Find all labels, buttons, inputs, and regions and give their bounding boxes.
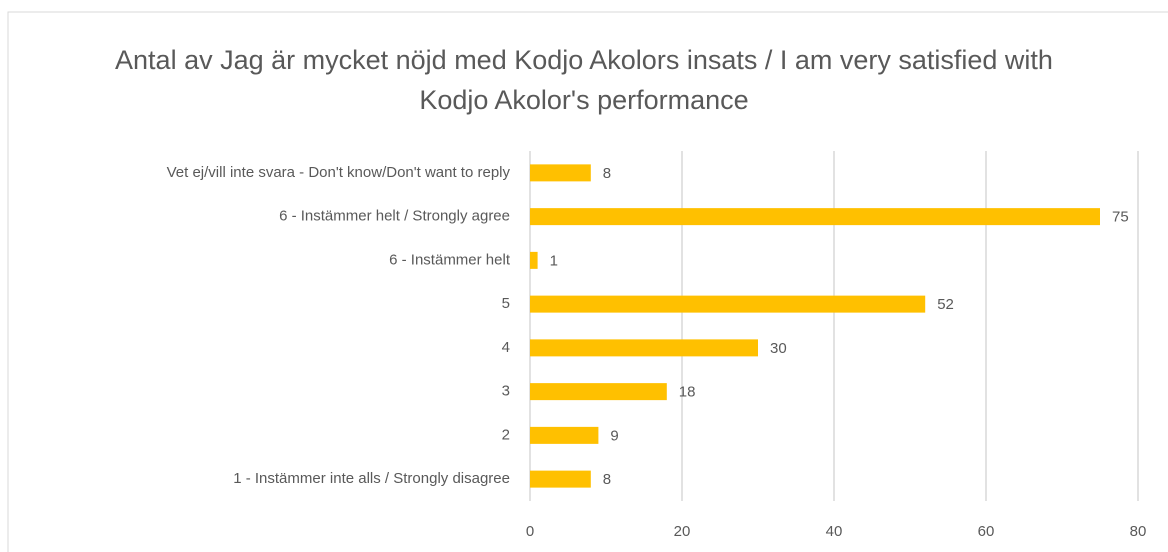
bar [530,164,591,182]
x-tick-label: 20 [674,523,691,540]
data-label: 9 [610,427,618,444]
bar [530,470,591,488]
y-tick-label: 6 - Instämmer helt / Strongly agree [279,208,510,225]
x-tick-label: 0 [526,523,534,540]
chart-title: Antal av Jag är mycket nöjd med Kodjo Ak… [115,45,1053,115]
y-tick-label: 5 [502,295,510,312]
data-label: 1 [550,252,558,269]
y-tick-label: Vet ej/vill inte svara - Don't know/Don'… [167,164,511,181]
x-tick-label: 60 [978,523,995,540]
chart-frame [7,11,1168,552]
data-label: 18 [679,384,696,401]
y-tick-label: 1 - Instämmer inte alls / Strongly disag… [233,470,510,487]
data-label: 75 [1112,209,1129,226]
y-tick-label: 3 [502,383,510,400]
data-label: 8 [603,165,611,182]
bar [530,426,599,444]
bar [530,383,667,401]
data-label: 52 [937,296,954,313]
bar [530,251,538,269]
x-tick-label: 40 [826,523,843,540]
y-tick-label: 2 [502,426,510,443]
x-tick-label: 80 [1130,523,1147,540]
y-tick-label: 4 [502,339,510,356]
y-tick-label: 6 - Instämmer helt [389,251,511,268]
data-label: 30 [770,340,787,357]
bar [530,208,1100,226]
data-label: 8 [603,471,611,488]
bar [530,295,926,313]
bar [530,339,758,357]
